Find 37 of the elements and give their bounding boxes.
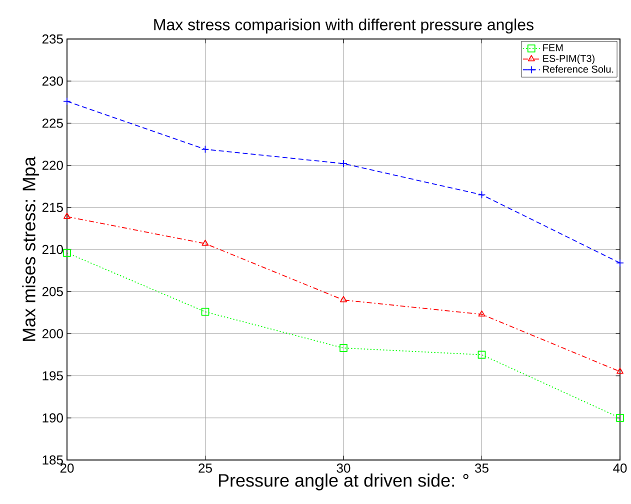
chart-title: Max stress comparision with different pressure angles: [154, 18, 534, 34]
point: [340, 344, 348, 352]
y-tick-label: 200: [42, 329, 63, 338]
y-tick-label: 210: [42, 244, 63, 254]
y-tick-label: 220: [42, 160, 63, 170]
point: [616, 368, 624, 374]
y-tick-label: 190: [42, 413, 63, 422]
point: [616, 259, 624, 267]
point: [63, 97, 71, 106]
y-tick-label: 235: [42, 34, 63, 44]
y-axis-title: Max mises stress: Mpa: [22, 156, 39, 341]
x-tick-label: 20: [60, 464, 74, 473]
legend-label: Reference Solu.: [543, 65, 614, 73]
point: [64, 212, 70, 219]
y-tick-label: 185: [42, 455, 63, 465]
point: [63, 248, 71, 257]
point: [201, 308, 210, 316]
y-tick-label: 205: [42, 286, 63, 296]
point: [478, 350, 486, 359]
point: [202, 240, 209, 246]
point: [340, 160, 348, 168]
point: [201, 145, 210, 154]
y-tick-label: 225: [42, 118, 63, 128]
legend-label: ES-PIM(T3): [543, 54, 594, 64]
y-tick-label: 230: [42, 76, 63, 86]
x-tick-label: 40: [613, 464, 627, 473]
legend-label: FEM: [543, 44, 563, 52]
x-tick-label: 25: [198, 464, 212, 473]
point: [616, 414, 624, 422]
point: [478, 310, 486, 317]
x-axis-title: Pressure angle at driven side: °: [218, 474, 468, 490]
y-tick-label: 195: [42, 371, 63, 380]
x-tick-label: 30: [336, 464, 350, 473]
y-tick-label: 215: [42, 202, 63, 212]
x-tick-label: 35: [475, 464, 488, 473]
point: [340, 296, 347, 302]
point: [478, 190, 486, 199]
